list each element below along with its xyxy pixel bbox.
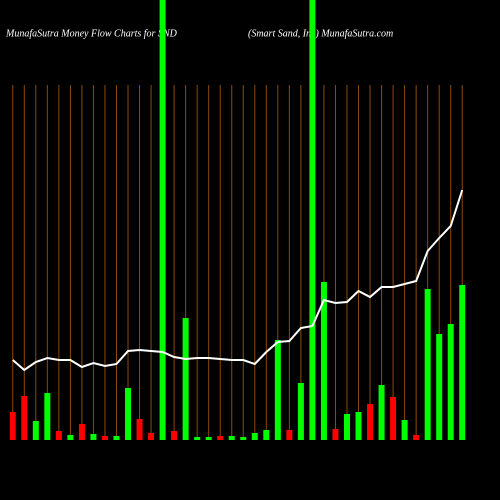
bar <box>194 437 201 440</box>
bar <box>274 340 281 440</box>
bar <box>101 436 108 440</box>
bar <box>378 385 385 440</box>
chart-subtitle: (Smart Sand, Inc) MunafaSutra.com <box>248 28 393 39</box>
bar <box>424 289 431 440</box>
bar <box>217 436 224 440</box>
bar <box>67 435 74 440</box>
bar <box>44 393 51 440</box>
bar <box>55 431 62 440</box>
bar <box>9 412 16 440</box>
bar <box>297 383 304 440</box>
bar <box>205 437 212 440</box>
bar <box>148 433 155 440</box>
bar <box>286 430 293 440</box>
bar <box>78 424 85 440</box>
bar <box>125 388 132 440</box>
bar <box>401 420 408 440</box>
bar <box>390 397 397 440</box>
bar <box>113 436 120 440</box>
bar <box>90 434 97 440</box>
bar <box>182 318 189 440</box>
bar <box>251 433 258 440</box>
bar <box>367 404 374 440</box>
bar <box>171 431 178 440</box>
bar <box>263 430 270 440</box>
bar <box>343 414 350 440</box>
bar <box>32 421 39 440</box>
bar <box>459 285 466 440</box>
bar <box>309 0 316 440</box>
bar <box>240 437 247 440</box>
bar <box>436 334 443 440</box>
chart-title: MunafaSutra Money Flow Charts for SND <box>5 28 178 39</box>
bar <box>136 419 143 440</box>
bar <box>355 412 362 440</box>
bar <box>228 436 235 440</box>
bar <box>159 0 166 440</box>
bar <box>21 396 28 440</box>
bar <box>320 282 327 440</box>
bar <box>332 429 339 440</box>
bar <box>447 324 454 440</box>
bar <box>413 435 420 440</box>
money-flow-line <box>12 189 464 372</box>
